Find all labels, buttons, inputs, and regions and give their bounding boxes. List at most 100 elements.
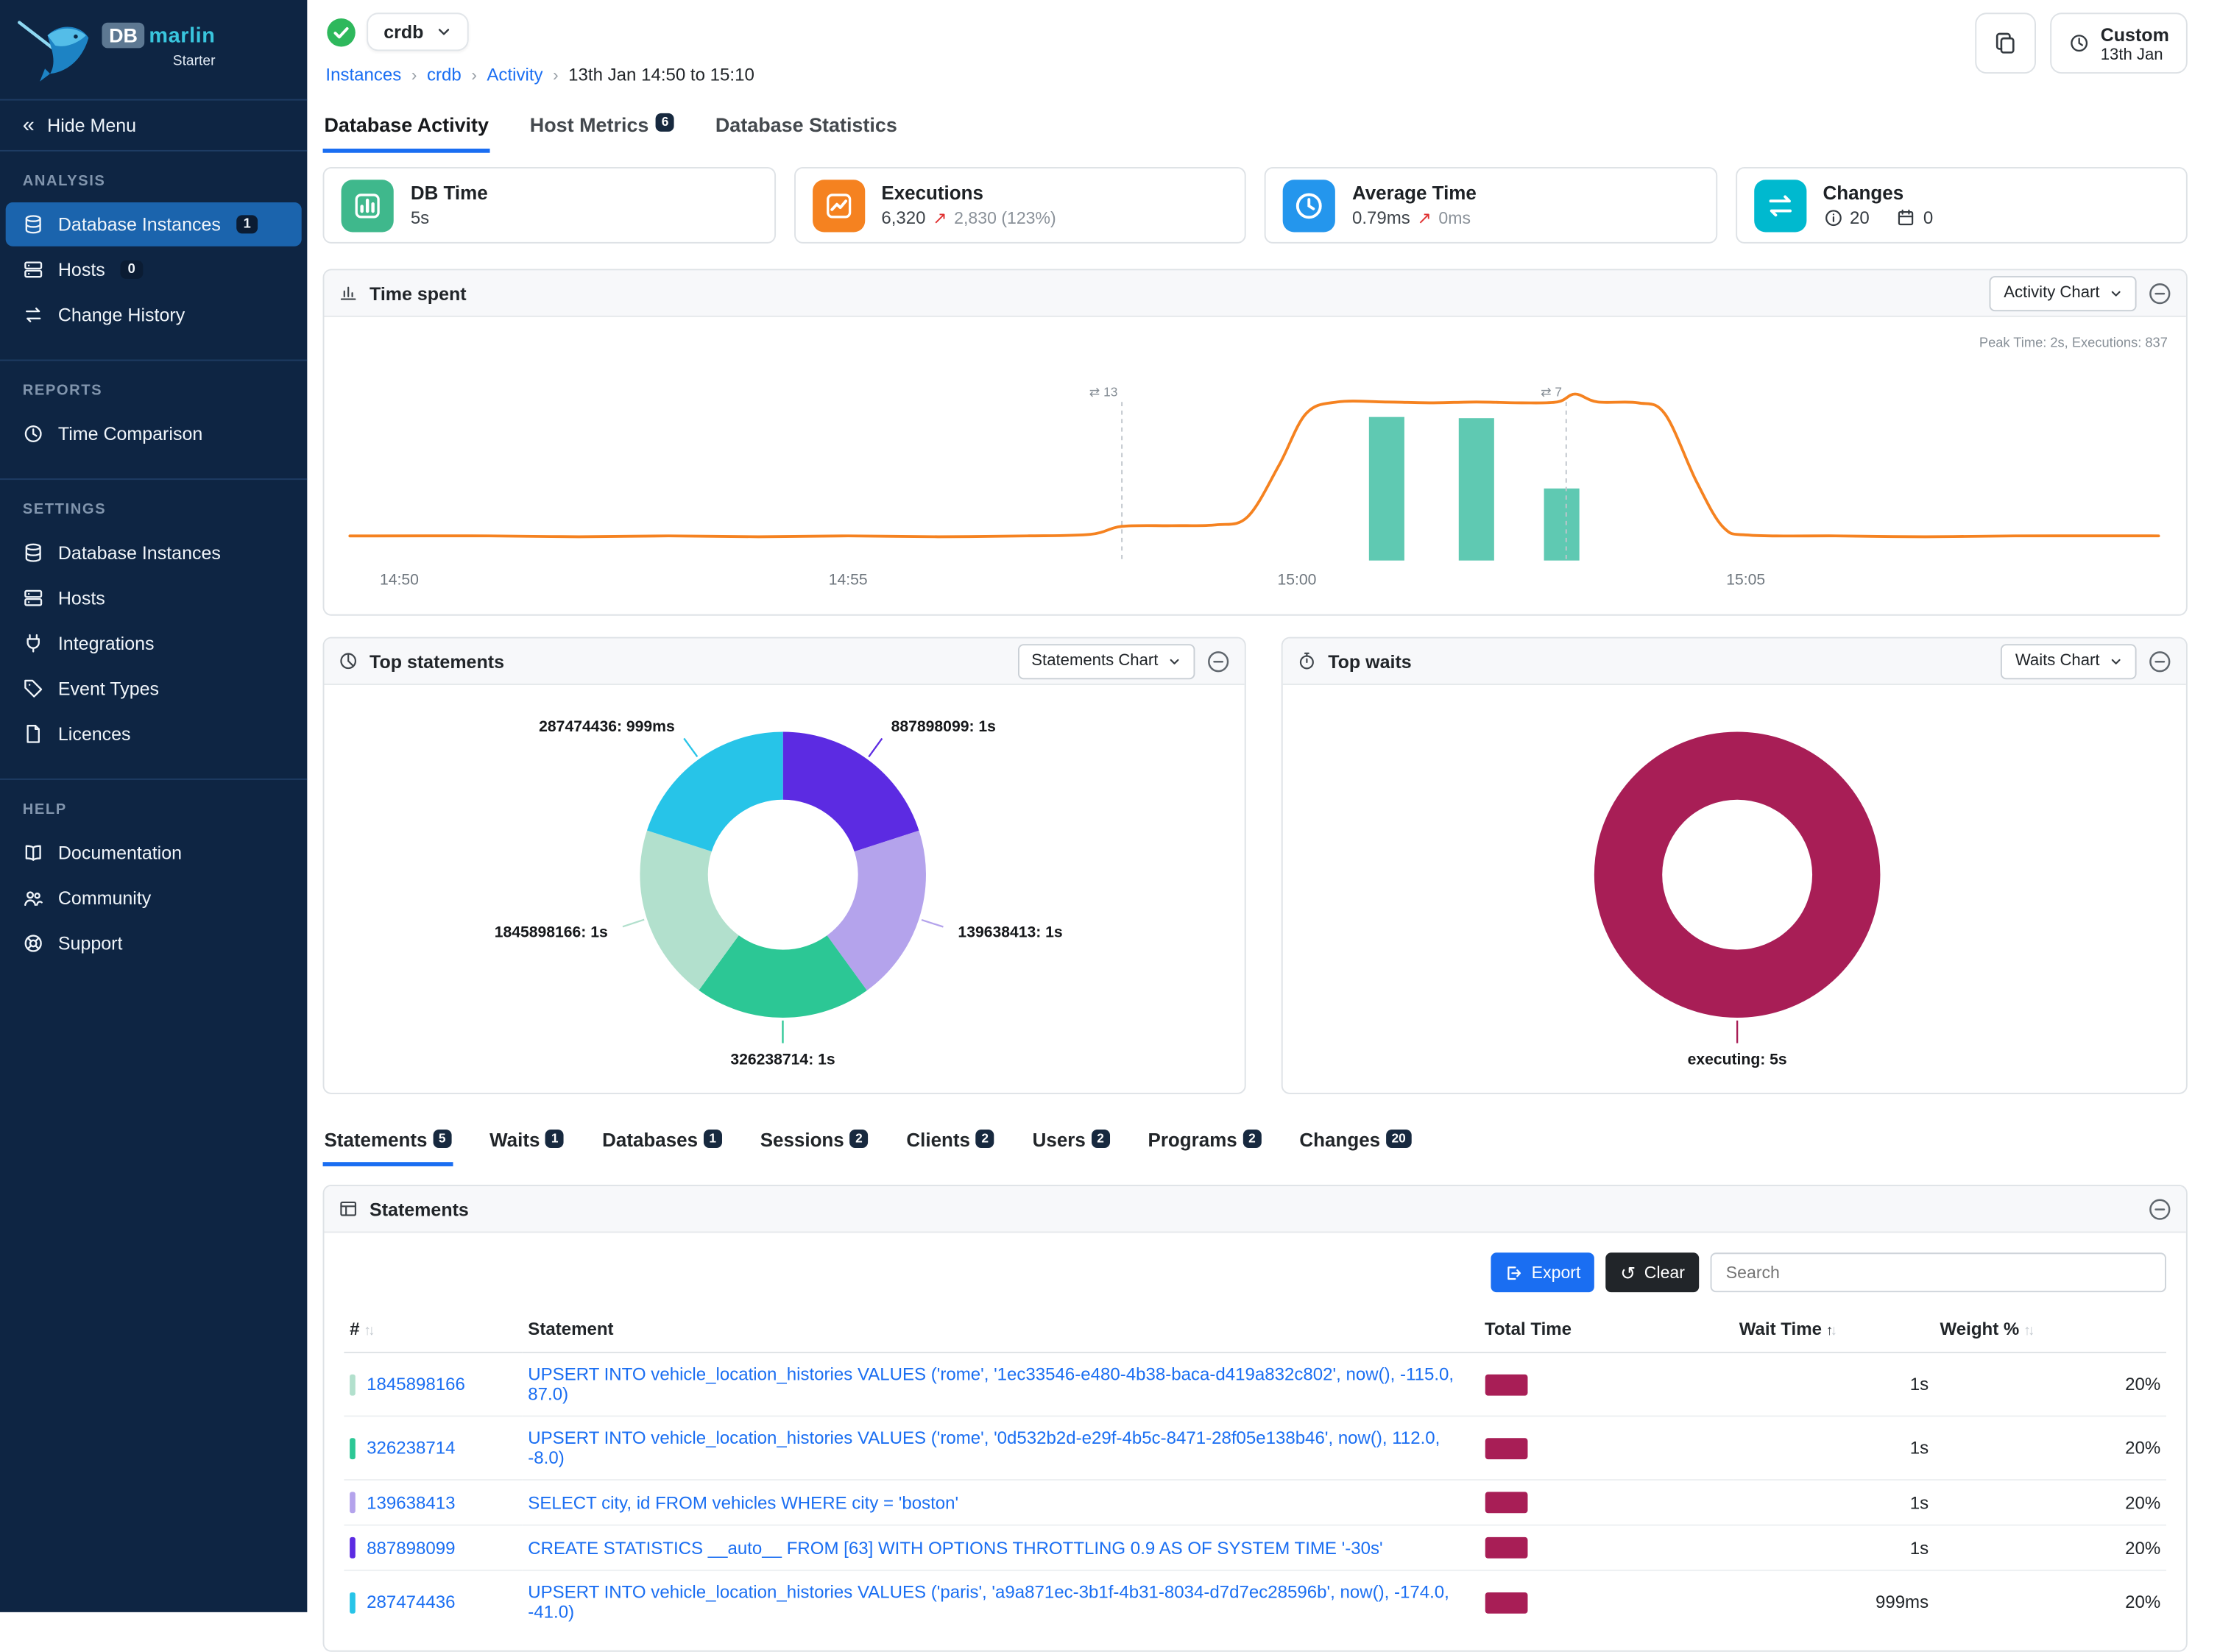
search-input[interactable] <box>1710 1252 2166 1293</box>
executions-card: Executions 6,320 ↗ 2,830 (123%) <box>793 166 1246 244</box>
statement-link[interactable]: SELECT city, id FROM vehicles WHERE city… <box>528 1492 959 1513</box>
breadcrumb-instances[interactable]: Instances <box>325 65 402 85</box>
sidebar-item-event-types[interactable]: Event Types <box>6 667 302 711</box>
info-icon <box>1825 210 1841 227</box>
top-statements-donut[interactable]: 887898099: 1s 139638413: 1s 326238714: 1s 1… <box>324 685 1245 1093</box>
sidebar-item-label: Support <box>57 932 123 954</box>
tab-label: Waits <box>489 1129 540 1151</box>
tab-waits[interactable]: Waits 1 <box>488 1127 565 1166</box>
sidebar-item-licences[interactable]: Licences <box>6 712 302 756</box>
tab-label: Database Activity <box>324 113 489 136</box>
sidebar-item-settings-database-instances[interactable]: Database Instances <box>6 531 302 575</box>
sidebar-item-documentation[interactable]: Documentation <box>6 831 302 875</box>
main-content: crdb Instances › crdb › Activity › 13th … <box>307 0 2220 1652</box>
svg-text:287474436: 999ms: 287474436: 999ms <box>539 718 675 735</box>
time-spent-panel: Time spent Activity Chart Peak Time: 2s,… <box>322 269 2188 616</box>
statement-id-link[interactable]: 287474436 <box>367 1592 456 1612</box>
statement-link[interactable]: UPSERT INTO vehicle_location_histories V… <box>528 1582 1449 1623</box>
top-waits-donut[interactable]: executing: 5s <box>1283 685 2188 1093</box>
count-badge: 2 <box>849 1129 869 1148</box>
sidebar-item-label: Community <box>57 887 152 909</box>
sidebar-item-settings-hosts[interactable]: Hosts <box>6 576 302 620</box>
waits-chart-selector[interactable]: Waits Chart <box>2001 643 2137 679</box>
table-row[interactable]: 287474436 UPSERT INTO vehicle_location_h… <box>344 1570 2166 1634</box>
sidebar-item-integrations[interactable]: Integrations <box>6 621 302 665</box>
statements-chart-selector[interactable]: Statements Chart <box>1017 643 1195 679</box>
brand-marlin: marlin <box>149 23 216 48</box>
statement-id-link[interactable]: 139638413 <box>367 1492 456 1513</box>
nav-section-settings: SETTINGS Database Instances Hosts Integr… <box>0 478 308 768</box>
statement-link[interactable]: UPSERT INTO vehicle_location_histories V… <box>528 1364 1454 1405</box>
lifebuoy-icon <box>24 935 42 952</box>
tab-database-activity[interactable]: Database Activity <box>322 107 490 153</box>
tab-label: Programs <box>1148 1129 1237 1151</box>
sidebar-item-change-history[interactable]: Change History <box>6 293 302 337</box>
sidebar-item-community[interactable]: Community <box>6 876 302 921</box>
table-row[interactable]: 887898099 CREATE STATISTICS __auto__ FRO… <box>344 1525 2166 1572</box>
tab-users[interactable]: Users 2 <box>1031 1127 1111 1166</box>
weight-value: 20% <box>1934 1352 2166 1417</box>
table-row[interactable]: 1845898166 UPSERT INTO vehicle_location_… <box>344 1352 2166 1417</box>
statement-id-link[interactable]: 1845898166 <box>367 1374 465 1394</box>
statement-link[interactable]: CREATE STATISTICS __auto__ FROM [63] WIT… <box>528 1537 1383 1558</box>
hide-menu-button[interactable]: « Hide Menu <box>0 99 308 152</box>
instance-selector[interactable]: crdb <box>367 13 470 52</box>
chevron-down-icon <box>439 29 450 35</box>
statement-link[interactable]: UPSERT INTO vehicle_location_histories V… <box>528 1428 1440 1468</box>
logo: DB marlin Starter <box>0 0 307 99</box>
sidebar-item-label: Change History <box>57 304 185 326</box>
table-row[interactable]: 326238714 UPSERT INTO vehicle_location_h… <box>344 1416 2166 1481</box>
stopwatch-icon <box>1297 651 1317 671</box>
export-button[interactable]: Export <box>1490 1252 1595 1293</box>
bar-chart-icon <box>339 283 358 303</box>
collapse-panel-button[interactable] <box>2148 1197 2172 1221</box>
copy-link-button[interactable] <box>1974 13 2036 74</box>
column-header-total-time[interactable]: Total Time <box>1479 1309 1734 1353</box>
column-header-wait-time[interactable]: Wait Time ↑↓ <box>1733 1309 1934 1353</box>
tab-programs[interactable]: Programs 2 <box>1147 1127 1263 1166</box>
time-range-button[interactable]: Custom 13th Jan <box>2049 13 2188 74</box>
sidebar-item-label: Hosts <box>57 259 105 280</box>
sidebar-item-label: Documentation <box>57 842 183 864</box>
tag-icon <box>24 679 43 698</box>
selector-label: Statements Chart <box>1031 652 1159 670</box>
sidebar-item-database-instances[interactable]: Database Instances 1 <box>5 202 302 247</box>
table-row[interactable]: 139638413 SELECT city, id FROM vehicles … <box>344 1480 2166 1526</box>
tab-label: Sessions <box>760 1129 844 1151</box>
column-header-weight[interactable]: Weight % ↑↓ <box>1934 1309 2166 1353</box>
time-spent-chart[interactable]: ⇄ 13 ⇄ 7 14:50 14:55 15:00 15:05 <box>324 325 2185 606</box>
count-badge: 20 <box>1385 1129 1412 1148</box>
clear-button[interactable]: ↺ Clear <box>1606 1252 1700 1293</box>
sidebar-item-time-comparison[interactable]: Time Comparison <box>6 412 302 456</box>
book-icon <box>25 845 41 861</box>
statement-id-link[interactable]: 887898099 <box>367 1537 456 1558</box>
column-header-id[interactable]: # ↑↓ <box>344 1309 523 1353</box>
breadcrumb-activity[interactable]: Activity <box>487 65 543 85</box>
tab-changes[interactable]: Changes 20 <box>1298 1127 1413 1166</box>
tab-databases[interactable]: Databases 1 <box>601 1127 724 1166</box>
tab-clients[interactable]: Clients 2 <box>905 1127 995 1166</box>
tab-label: Databases <box>602 1129 699 1151</box>
collapse-panel-button[interactable] <box>1206 649 1231 673</box>
statement-color-bar <box>350 1373 356 1395</box>
card-title: DB Time <box>410 182 488 204</box>
sort-active-icon: ↑↓ <box>1825 1323 1837 1339</box>
statement-id-link[interactable]: 326238714 <box>367 1438 456 1458</box>
activity-chart-selector[interactable]: Activity Chart <box>1989 275 2137 311</box>
tab-statements[interactable]: Statements 5 <box>322 1127 453 1166</box>
tab-sessions[interactable]: Sessions 2 <box>759 1127 870 1166</box>
svg-text:15:05: 15:05 <box>1726 571 1765 588</box>
tab-host-metrics[interactable]: Host Metrics 6 <box>529 107 676 153</box>
sidebar-item-label: Time Comparison <box>57 423 203 444</box>
collapse-panel-button[interactable] <box>2148 281 2172 305</box>
executions-value: 6,320 <box>881 208 926 228</box>
breadcrumb: Instances › crdb › Activity › 13th Jan 1… <box>325 65 2187 85</box>
column-header-statement[interactable]: Statement <box>522 1309 1480 1353</box>
changes-card: Changes 20 0 <box>1735 166 2188 244</box>
collapse-panel-button[interactable] <box>2148 649 2172 673</box>
sidebar-item-support[interactable]: Support <box>6 921 302 965</box>
tab-database-statistics[interactable]: Database Statistics <box>714 107 899 153</box>
section-title: ANALYSIS <box>22 172 106 190</box>
breadcrumb-crdb[interactable]: crdb <box>426 65 462 85</box>
sidebar-item-hosts[interactable]: Hosts 0 <box>6 248 302 292</box>
